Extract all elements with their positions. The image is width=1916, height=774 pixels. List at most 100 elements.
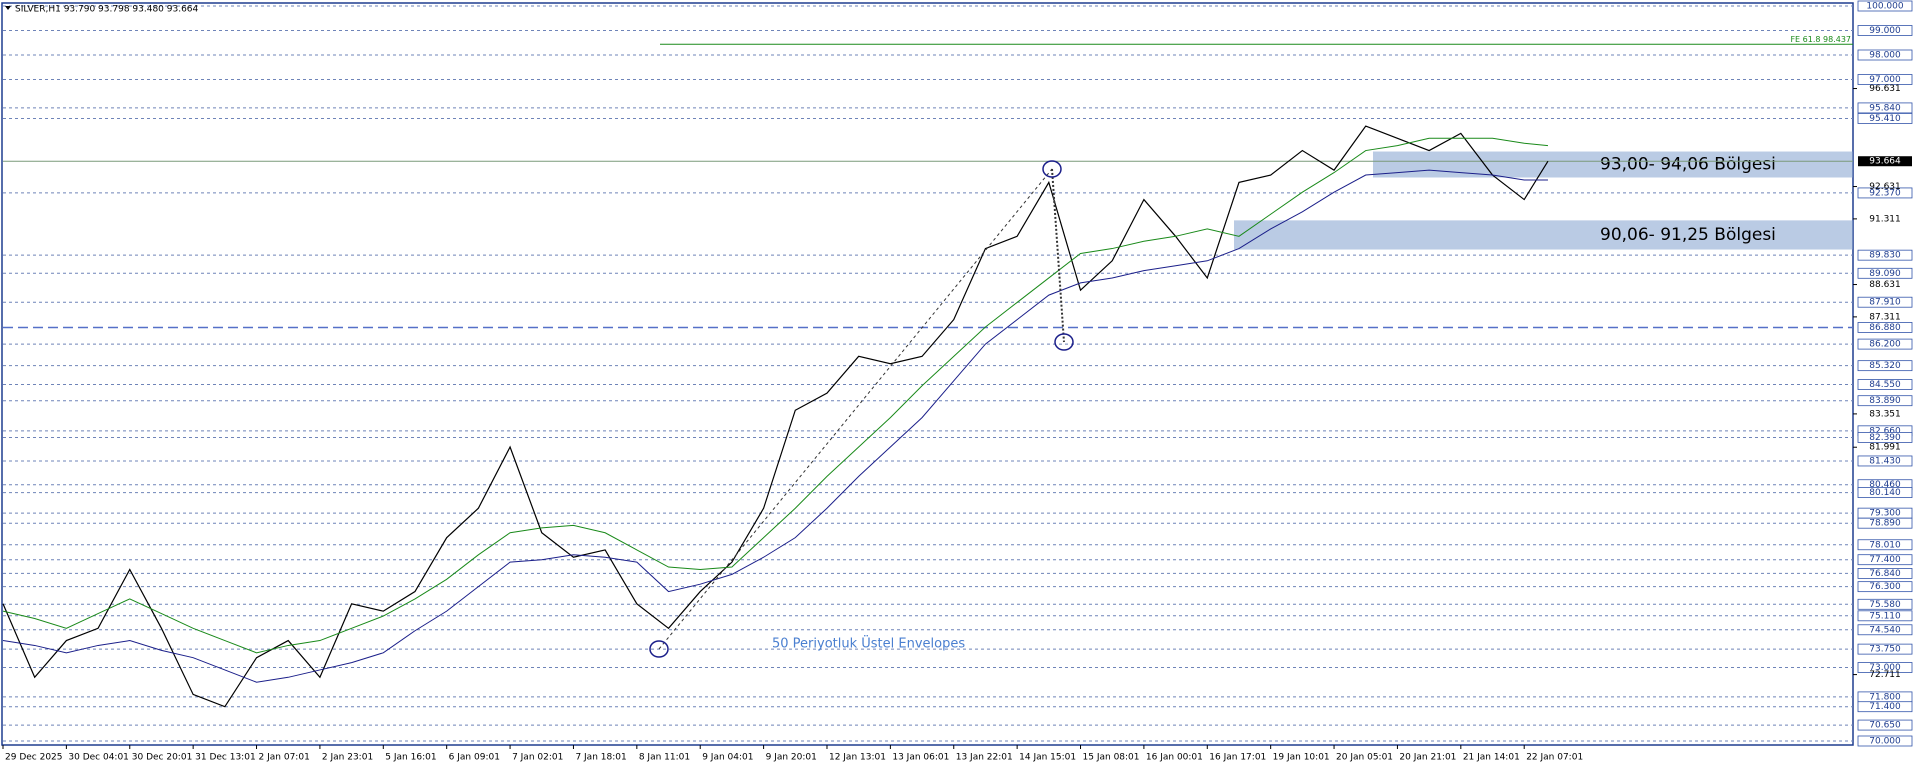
level-label: 92.370: [1869, 188, 1901, 198]
chart-title: SILVER,H1 93.790 93.798 93.480 93.664: [15, 5, 199, 15]
level-label: 97.000: [1869, 75, 1901, 85]
marker-circle: [649, 640, 669, 658]
header-icon: [5, 6, 11, 10]
level-label-box: [1857, 432, 1913, 443]
level-label: 70.650: [1869, 721, 1901, 731]
level-label-box: [1857, 395, 1913, 407]
marker-circle: [1054, 333, 1074, 351]
level-label: 76.300: [1869, 582, 1901, 592]
level-label: 84.550: [1869, 380, 1901, 390]
price-label: 93.664: [1869, 157, 1901, 167]
level-label-box: [1857, 0, 1913, 12]
zone: [1373, 151, 1853, 178]
level-label: 70.000: [1869, 737, 1901, 747]
x-tick-label: 30 Dec 04:01: [68, 753, 129, 763]
price-series: [2, 125, 1549, 708]
zone: [1234, 220, 1853, 250]
level-label-box: [1857, 455, 1913, 467]
x-tick-label: 12 Jan 13:01: [829, 753, 886, 763]
level-label-box: [1857, 187, 1913, 199]
x-tick-label: 21 Jan 14:01: [1463, 753, 1520, 763]
x-tick-label: 16 Jan 00:01: [1146, 753, 1203, 763]
level-label: 95.840: [1869, 103, 1901, 113]
fibo-line: [658, 168, 1053, 650]
level-label: 71.800: [1869, 692, 1901, 702]
level-label: 78.890: [1869, 519, 1901, 529]
y-tick-label: 83.351: [1869, 409, 1901, 419]
x-tick-label: 9 Jan 20:01: [766, 753, 817, 763]
fibo-line: [1051, 168, 1065, 343]
level-label: 85.320: [1869, 361, 1901, 371]
level-label: 86.200: [1869, 340, 1901, 350]
level-label: 89.830: [1869, 251, 1901, 261]
level-label-box: [1857, 643, 1913, 655]
level-label-box: [1857, 735, 1913, 747]
y-tick-label: 87.311: [1869, 312, 1901, 322]
y-tick-label: 81.991: [1869, 443, 1901, 453]
level-label: 82.390: [1869, 433, 1901, 443]
level-label: 73.750: [1869, 645, 1901, 655]
x-tick-label: 31 Dec 13:01: [195, 753, 256, 763]
x-tick-label: 7 Jan 02:01: [512, 753, 563, 763]
level-label-box: [1857, 581, 1913, 593]
level-label: 89.090: [1869, 269, 1901, 279]
x-tick-label: 8 Jan 11:01: [639, 753, 690, 763]
y-tick-label: 88.631: [1869, 280, 1901, 290]
level-label: 78.010: [1869, 540, 1901, 550]
level-label-box: [1857, 25, 1913, 36]
level-label-box: [1857, 624, 1913, 636]
zone-label: 93,00- 94,06 Bölgesi: [1600, 155, 1776, 175]
level-label: 79.300: [1869, 509, 1901, 519]
level-label: 83.890: [1869, 396, 1901, 406]
level-label: 80.140: [1869, 488, 1901, 498]
x-tick-label: 7 Jan 18:01: [575, 753, 626, 763]
x-tick-label: 20 Jan 05:01: [1336, 753, 1393, 763]
level-label-box: [1857, 487, 1913, 498]
price-series: [2, 169, 1548, 683]
level-label-box: [1857, 539, 1913, 551]
level-label: 98.000: [1869, 51, 1901, 61]
level-label-box: [1857, 662, 1913, 673]
price-label-box: [1858, 156, 1912, 167]
x-tick-label: 5 Jan 16:01: [385, 753, 436, 763]
level-label: 82.660: [1869, 426, 1901, 436]
level-label-box: [1857, 296, 1913, 308]
y-tick-label: 72.711: [1869, 670, 1901, 680]
annotation: 50 Periyotluk Üstel Envelopes: [772, 635, 965, 652]
level-label: 74.540: [1869, 625, 1901, 635]
level-label-box: [1857, 113, 1913, 124]
x-tick-label: 2 Jan 07:01: [259, 753, 310, 763]
level-label: 81.430: [1869, 456, 1901, 466]
y-tick-label: 91.311: [1869, 214, 1901, 224]
level-label-box: [1857, 267, 1913, 279]
plot-frame: [1, 2, 1854, 746]
level-label: 77.400: [1869, 555, 1901, 565]
price-series: [2, 137, 1549, 654]
level-label: 95.410: [1869, 114, 1901, 124]
level-label-box: [1857, 554, 1913, 566]
x-tick-label: 13 Jan 22:01: [956, 753, 1013, 763]
x-tick-label: 6 Jan 09:01: [449, 753, 500, 763]
x-tick-label: 16 Jan 17:01: [1209, 753, 1266, 763]
y-tick-label: 92.631: [1869, 182, 1901, 192]
level-label: 75.580: [1869, 600, 1901, 610]
level-label: 73.000: [1869, 663, 1901, 673]
x-tick-label: 20 Jan 21:01: [1399, 753, 1456, 763]
x-tick-label: 14 Jan 15:01: [1019, 753, 1076, 763]
level-label-box: [1857, 74, 1913, 85]
level-label: 75.110: [1869, 611, 1901, 621]
x-tick-label: 9 Jan 04:01: [702, 753, 753, 763]
x-tick-label: 30 Dec 20:01: [132, 753, 193, 763]
level-label-box: [1857, 360, 1913, 372]
level-label: 99.000: [1869, 26, 1901, 36]
x-tick-label: 15 Jan 08:01: [1083, 753, 1140, 763]
zone-label: 90,06- 91,25 Bölgesi: [1600, 225, 1776, 245]
marker-circle: [1042, 160, 1062, 178]
level-label-box: [1857, 49, 1913, 61]
level-label-box: [1857, 517, 1913, 529]
level-label: 76.840: [1869, 569, 1901, 579]
level-label: 86.880: [1869, 323, 1901, 333]
level-label-box: [1857, 338, 1913, 350]
fe-label: FE 61.8 98.437: [1790, 35, 1851, 44]
